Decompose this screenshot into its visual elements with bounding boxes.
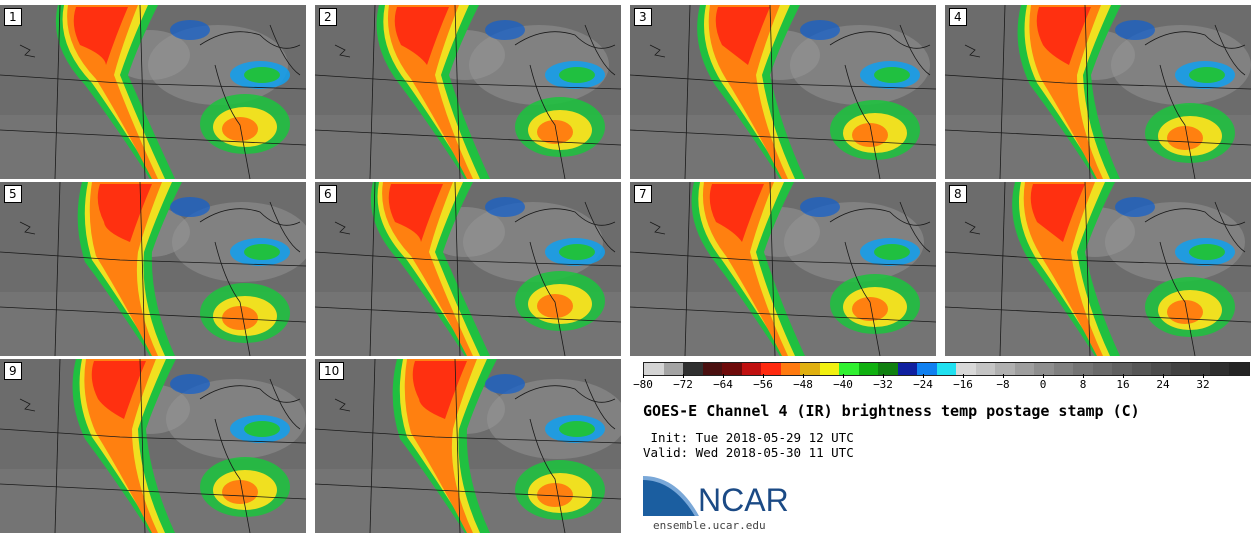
colorbar-tick-labels: −80 −72 −64 −56 −48 −40 −32 −24 −16 −8 0 8 16 24 32: [633, 378, 1248, 392]
panel-number: 1: [4, 8, 22, 26]
postage-stamp-panel: 1: [0, 5, 306, 179]
colorbar-segment: [917, 363, 937, 375]
colorbar-segment: [839, 363, 859, 375]
colorbar-segment: [1229, 363, 1249, 375]
panel-number: 10: [319, 362, 345, 380]
panel-number: 5: [4, 185, 22, 203]
colorbar-tick-label: −32: [873, 378, 893, 391]
colorbar-tick-label: 24: [1156, 378, 1170, 391]
colorbar-segment: [1190, 363, 1210, 375]
colorbar-segment: [1170, 363, 1191, 375]
postage-stamp-panel: 4: [945, 5, 1251, 179]
colorbar-tick: [763, 374, 764, 378]
colorbar-segment: [819, 363, 840, 375]
init-time: Init: Tue 2018-05-29 12 UTC: [643, 430, 854, 445]
colorbar-tick: [1003, 374, 1004, 378]
colorbar-tick: [803, 374, 804, 378]
postage-stamp-panel: 7: [630, 182, 936, 356]
colorbar-segment: [761, 363, 781, 375]
postage-stamp-panel: 9: [0, 359, 306, 533]
colorbar-segment: [1092, 363, 1113, 375]
colorbar-tick-label: −80: [633, 378, 653, 391]
colorbar-tick-label: 32: [1196, 378, 1210, 391]
colorbar-segment: [1053, 363, 1074, 375]
colorbar-segment: [1073, 363, 1093, 375]
colorbar-segment: [878, 363, 898, 375]
colorbar-segment: [663, 363, 684, 375]
colorbar-segment: [741, 363, 762, 375]
panel-number: 3: [634, 8, 652, 26]
colorbar-segment: [800, 363, 820, 375]
colorbar-tick-label: 8: [1079, 378, 1087, 391]
ncar-logo-text: NCAR: [698, 482, 789, 518]
postage-stamp-panel: 5: [0, 182, 306, 356]
colorbar-segment: [1151, 363, 1171, 375]
colorbar-tick: [1163, 374, 1164, 378]
colorbar-tick-label: −72: [673, 378, 693, 391]
postage-stamp-panel: 3: [630, 5, 936, 179]
colorbar-segment: [702, 363, 723, 375]
panel-number: 4: [949, 8, 967, 26]
colorbar-segment: [956, 363, 976, 375]
colorbar-segment: [683, 363, 703, 375]
postage-stamp-panel: 10: [315, 359, 621, 533]
panel-number: 6: [319, 185, 337, 203]
colorbar-tick-label: −56: [753, 378, 773, 391]
colorbar-tick: [1043, 374, 1044, 378]
colorbar-segment: [1131, 363, 1152, 375]
colorbar-tick: [1203, 374, 1204, 378]
colorbar-tick-label: −48: [793, 378, 813, 391]
panel-number: 7: [634, 185, 652, 203]
colorbar-segment: [995, 363, 1015, 375]
colorbar-tick-label: −24: [913, 378, 933, 391]
panel-number: 2: [319, 8, 337, 26]
colorbar-tick: [723, 374, 724, 378]
colorbar-tick: [1083, 374, 1084, 378]
ncar-logo-icon: [643, 476, 699, 516]
colorbar-tick-label: 16: [1116, 378, 1130, 391]
colorbar-tick-label: −40: [833, 378, 853, 391]
colorbar-segment: [722, 363, 742, 375]
colorbar-segment: [1034, 363, 1054, 375]
colorbar-tick: [923, 374, 924, 378]
panel-number: 9: [4, 362, 22, 380]
colorbar-tick-label: 0: [1039, 378, 1047, 391]
colorbar: [643, 362, 1250, 376]
colorbar-segment: [1209, 363, 1230, 375]
colorbar-tick: [963, 374, 964, 378]
colorbar-segment: [780, 363, 801, 375]
panel-number: 8: [949, 185, 967, 203]
colorbar-tick: [643, 374, 644, 378]
colorbar-segment: [1014, 363, 1035, 375]
postage-stamp-panel: 8: [945, 182, 1251, 356]
website-url: ensemble.ucar.edu: [653, 519, 766, 532]
colorbar-tickmarks: [643, 374, 1248, 378]
postage-stamp-panel: 2: [315, 5, 621, 179]
plot-title: GOES-E Channel 4 (IR) brightness temp po…: [643, 402, 1140, 420]
colorbar-segment: [858, 363, 879, 375]
colorbar-tick: [683, 374, 684, 378]
colorbar-segment: [644, 363, 664, 375]
colorbar-segment: [975, 363, 996, 375]
colorbar-tick: [1123, 374, 1124, 378]
postage-stamp-panel: 6: [315, 182, 621, 356]
colorbar-tick-label: −64: [713, 378, 733, 391]
colorbar-tick-label: −8: [996, 378, 1010, 391]
colorbar-segment: [897, 363, 918, 375]
colorbar-segment: [936, 363, 957, 375]
colorbar-tick: [883, 374, 884, 378]
colorbar-tick: [843, 374, 844, 378]
colorbar-tick-label: −16: [953, 378, 973, 391]
valid-time: Valid: Wed 2018-05-30 11 UTC: [643, 445, 854, 460]
colorbar-segment: [1112, 363, 1132, 375]
